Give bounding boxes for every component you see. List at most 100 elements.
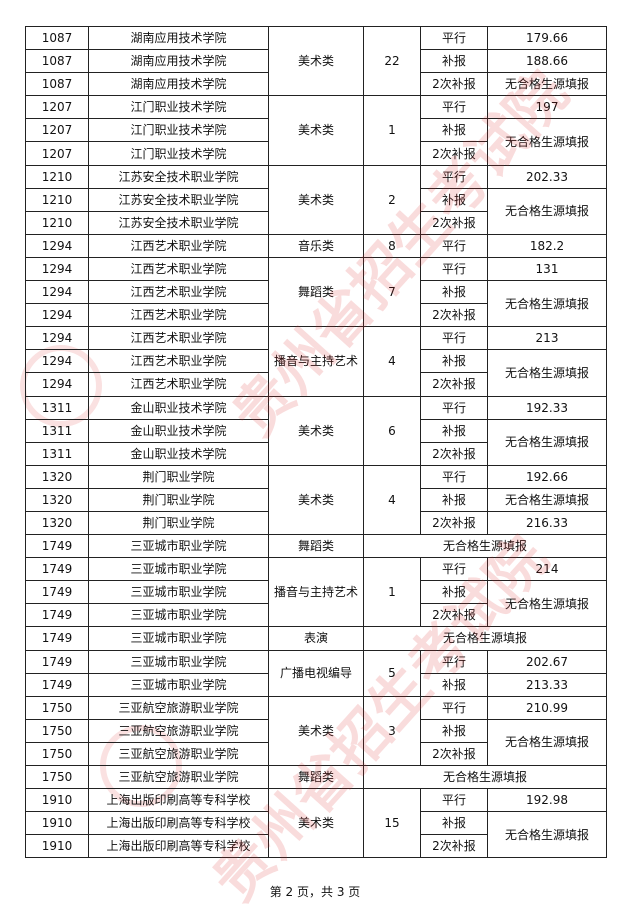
plan-count: 4 <box>363 464 421 536</box>
school-name: 江西艺术职业学院 <box>88 349 269 374</box>
min-score: 无合格生源填报 <box>487 187 607 235</box>
category: 音乐类 <box>268 233 364 258</box>
table-row: 1210 江苏安全技术职业学院 补报 无合格生源填报 <box>25 187 607 235</box>
min-score: 无合格生源填报 <box>487 72 607 97</box>
category: 美术类 <box>268 464 364 536</box>
school-name: 上海出版印刷高等专科学校 <box>88 788 269 813</box>
batch: 补报 <box>420 280 488 305</box>
min-score: 202.33 <box>487 164 607 189</box>
batch: 平行 <box>420 95 488 120</box>
table-row: 1910 上海出版印刷高等专科学校 美术类 15 平行 192.98 <box>25 788 607 859</box>
min-score: 无合格生源填报 <box>487 580 607 628</box>
batch: 补报 <box>420 811 488 836</box>
min-score: 197 <box>487 95 607 120</box>
school-name: 三亚城市职业学院 <box>88 534 269 559</box>
school-code: 1749 <box>25 534 89 559</box>
plan-count: 7 <box>363 256 421 328</box>
category: 美术类 <box>268 164 364 235</box>
plan-count: 15 <box>363 788 421 859</box>
school-name: 上海出版印刷高等专科学校 <box>88 811 269 836</box>
batch: 2次补报 <box>420 441 488 466</box>
plan-count: 1 <box>363 95 421 166</box>
min-score: 210.99 <box>487 695 607 720</box>
school-name: 三亚城市职业学院 <box>88 580 269 605</box>
plan-count: 3 <box>363 695 421 767</box>
batch: 平行 <box>420 164 488 189</box>
min-score: 无合格生源填报 <box>487 718 607 767</box>
school-code: 1294 <box>25 303 89 328</box>
school-name: 荆门职业学院 <box>88 487 269 512</box>
min-score: 188.66 <box>487 49 607 74</box>
school-name: 江门职业技术学院 <box>88 118 269 143</box>
table-row: 1294 江西艺术职业学院 播音与主持艺术 4 平行 213 <box>25 326 607 397</box>
batch: 补报 <box>420 580 488 605</box>
table-row: 1207 江门职业技术学院 美术类 1 平行 197 <box>25 95 607 166</box>
school-name: 江西艺术职业学院 <box>88 256 269 282</box>
table-row: 1294 江西艺术职业学院 音乐类 8 平行 182.2 <box>25 233 607 258</box>
min-score: 202.67 <box>487 649 607 674</box>
school-code: 1749 <box>25 626 89 651</box>
category: 舞蹈类 <box>268 256 364 328</box>
plan-count: 8 <box>363 233 421 258</box>
status-note: 无合格生源填报 <box>363 626 607 651</box>
batch: 补报 <box>420 487 488 512</box>
min-score: 213 <box>487 326 607 351</box>
category: 美术类 <box>268 25 364 97</box>
batch: 补报 <box>420 672 488 697</box>
school-name: 上海出版印刷高等专科学校 <box>88 834 269 859</box>
batch: 平行 <box>420 788 488 813</box>
table-row: 1750 三亚航空旅游职业学院 补报 无合格生源填报 <box>25 718 607 767</box>
category: 播音与主持艺术 <box>268 326 364 397</box>
school-name: 三亚城市职业学院 <box>88 649 269 674</box>
school-code: 1750 <box>25 764 89 790</box>
table-row: 1749 三亚城市职业学院 表演 无合格生源填报 <box>25 626 607 651</box>
table-row: 1087 湖南应用技术学院 补报 188.66 <box>25 49 607 74</box>
school-name: 湖南应用技术学院 <box>88 49 269 74</box>
school-name: 荆门职业学院 <box>88 464 269 489</box>
school-name: 金山职业技术学院 <box>88 441 269 466</box>
table-row: 1311 金山职业技术学院 美术类 6 平行 192.33 <box>25 395 607 466</box>
batch: 2次补报 <box>420 303 488 328</box>
batch: 2次补报 <box>420 510 488 536</box>
category: 播音与主持艺术 <box>268 557 364 628</box>
school-name: 江门职业技术学院 <box>88 95 269 120</box>
min-score: 179.66 <box>487 25 607 51</box>
school-name: 三亚航空旅游职业学院 <box>88 695 269 720</box>
school-name: 江西艺术职业学院 <box>88 280 269 305</box>
table-row: 1320 荆门职业学院 2次补报 216.33 <box>25 510 607 536</box>
school-name: 荆门职业学院 <box>88 510 269 536</box>
school-code: 1320 <box>25 464 89 489</box>
table-row: 1294 江西艺术职业学院 舞蹈类 7 平行 131 <box>25 256 607 328</box>
plan-count: 5 <box>363 649 421 697</box>
school-code: 1749 <box>25 603 89 628</box>
table-row: 1749 三亚城市职业学院 补报 无合格生源填报 <box>25 580 607 628</box>
school-name: 江苏安全技术职业学院 <box>88 210 269 235</box>
admission-score-table: 1087 湖南应用技术学院 美术类 22 平行 179.66 1087 湖南应用技术学院 补报 1… <box>25 25 607 859</box>
school-code: 1207 <box>25 95 89 120</box>
min-score: 216.33 <box>487 510 607 536</box>
school-code: 1311 <box>25 418 89 443</box>
plan-count: 4 <box>363 326 421 397</box>
table-row: 1320 荆门职业学院 美术类 4 平行 192.66 <box>25 464 607 536</box>
category: 美术类 <box>268 395 364 466</box>
school-name: 江西艺术职业学院 <box>88 372 269 397</box>
batch: 补报 <box>420 49 488 74</box>
school-code: 1294 <box>25 349 89 374</box>
batch: 2次补报 <box>420 834 488 859</box>
category: 舞蹈类 <box>268 534 364 559</box>
min-score: 131 <box>487 256 607 282</box>
min-score: 无合格生源填报 <box>487 418 607 466</box>
school-code: 1294 <box>25 233 89 258</box>
table-row: 1910 上海出版印刷高等专科学校 补报 无合格生源填报 <box>25 811 607 859</box>
batch: 平行 <box>420 464 488 489</box>
school-code: 1750 <box>25 695 89 720</box>
school-code: 1910 <box>25 834 89 859</box>
school-name: 三亚城市职业学院 <box>88 672 269 697</box>
school-name: 江苏安全技术职业学院 <box>88 187 269 212</box>
school-code: 1207 <box>25 118 89 143</box>
plan-count: 2 <box>363 164 421 235</box>
category: 广播电视编导 <box>268 649 364 697</box>
batch: 2次补报 <box>420 372 488 397</box>
table-row: 1750 三亚航空旅游职业学院 舞蹈类 无合格生源填报 <box>25 764 607 790</box>
batch: 补报 <box>420 187 488 212</box>
